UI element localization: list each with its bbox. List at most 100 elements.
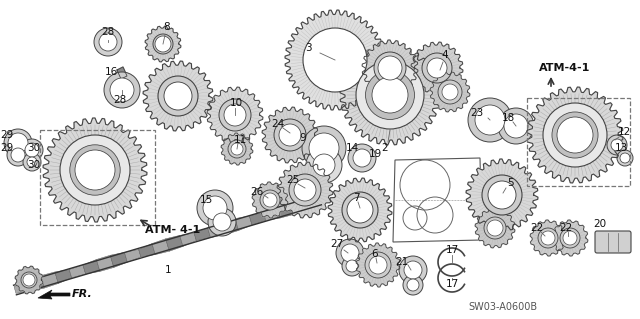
Circle shape: [378, 56, 402, 80]
Text: 4: 4: [442, 50, 448, 60]
Text: 8: 8: [164, 22, 170, 32]
Text: 29: 29: [1, 130, 13, 140]
Polygon shape: [393, 158, 482, 242]
Polygon shape: [55, 270, 72, 284]
Circle shape: [403, 275, 423, 295]
Circle shape: [153, 34, 173, 54]
Circle shape: [374, 52, 406, 84]
Circle shape: [438, 80, 462, 104]
Text: 23: 23: [470, 108, 484, 118]
Polygon shape: [69, 265, 86, 278]
Text: 15: 15: [200, 195, 212, 205]
Circle shape: [289, 174, 321, 206]
Circle shape: [482, 175, 522, 215]
Text: 24: 24: [271, 119, 285, 129]
Polygon shape: [83, 259, 100, 274]
Polygon shape: [180, 233, 196, 247]
Polygon shape: [340, 45, 440, 145]
Text: FR.: FR.: [72, 289, 93, 299]
Text: 28: 28: [101, 27, 115, 37]
Polygon shape: [38, 290, 70, 299]
Polygon shape: [285, 10, 385, 110]
Circle shape: [219, 99, 251, 131]
Text: ATM-4-1: ATM-4-1: [539, 63, 590, 73]
Circle shape: [442, 84, 458, 100]
Circle shape: [274, 119, 306, 151]
Circle shape: [7, 144, 29, 166]
Text: 13: 13: [614, 143, 628, 153]
Circle shape: [347, 197, 373, 223]
Circle shape: [427, 58, 447, 78]
Text: 22: 22: [559, 223, 573, 233]
Bar: [527, 98, 630, 186]
Polygon shape: [152, 239, 170, 255]
Polygon shape: [552, 220, 588, 256]
Circle shape: [369, 256, 387, 274]
Circle shape: [302, 126, 346, 170]
Circle shape: [110, 78, 134, 102]
Polygon shape: [235, 216, 252, 231]
Circle shape: [99, 33, 117, 51]
Circle shape: [155, 36, 171, 52]
Polygon shape: [110, 252, 127, 267]
Circle shape: [228, 140, 246, 158]
Circle shape: [504, 114, 528, 138]
Text: ATM- 4-1: ATM- 4-1: [145, 225, 200, 235]
Circle shape: [4, 129, 32, 157]
Circle shape: [342, 192, 378, 228]
Polygon shape: [262, 107, 318, 163]
Text: 22: 22: [531, 223, 543, 233]
Text: 21: 21: [396, 257, 408, 267]
Polygon shape: [14, 281, 31, 293]
Polygon shape: [207, 87, 263, 143]
Circle shape: [404, 261, 422, 279]
Circle shape: [203, 196, 227, 220]
Circle shape: [543, 103, 607, 167]
Circle shape: [620, 153, 630, 163]
Polygon shape: [207, 223, 225, 238]
Circle shape: [164, 82, 192, 110]
Text: 17: 17: [445, 279, 459, 289]
Text: 12: 12: [618, 127, 630, 137]
Polygon shape: [43, 118, 147, 222]
Text: 17: 17: [445, 245, 459, 255]
Text: 14: 14: [346, 143, 358, 153]
Polygon shape: [139, 244, 156, 257]
Circle shape: [21, 272, 37, 288]
Circle shape: [94, 28, 122, 56]
Text: 26: 26: [250, 187, 264, 197]
Circle shape: [611, 139, 623, 151]
Circle shape: [356, 61, 424, 129]
Circle shape: [158, 76, 198, 116]
Circle shape: [60, 135, 130, 205]
Polygon shape: [117, 67, 127, 79]
Circle shape: [498, 108, 534, 144]
Polygon shape: [15, 266, 43, 294]
Bar: [40, 130, 155, 225]
Circle shape: [75, 150, 115, 190]
Polygon shape: [530, 220, 566, 256]
Circle shape: [263, 193, 277, 207]
Circle shape: [279, 124, 301, 146]
Polygon shape: [124, 249, 141, 262]
Circle shape: [538, 228, 558, 248]
Circle shape: [488, 181, 516, 209]
Polygon shape: [221, 219, 239, 235]
Polygon shape: [527, 87, 623, 183]
Polygon shape: [28, 276, 45, 291]
Circle shape: [353, 149, 371, 167]
Polygon shape: [430, 72, 470, 112]
Circle shape: [197, 190, 233, 226]
Polygon shape: [143, 61, 213, 131]
Text: 27: 27: [330, 239, 344, 249]
Text: 9: 9: [300, 133, 307, 143]
Circle shape: [260, 190, 280, 210]
FancyBboxPatch shape: [595, 231, 631, 253]
Circle shape: [487, 220, 503, 236]
Circle shape: [468, 98, 512, 142]
Circle shape: [484, 217, 506, 239]
Circle shape: [23, 153, 41, 171]
Circle shape: [70, 145, 120, 195]
Polygon shape: [475, 208, 515, 248]
Circle shape: [213, 213, 231, 231]
